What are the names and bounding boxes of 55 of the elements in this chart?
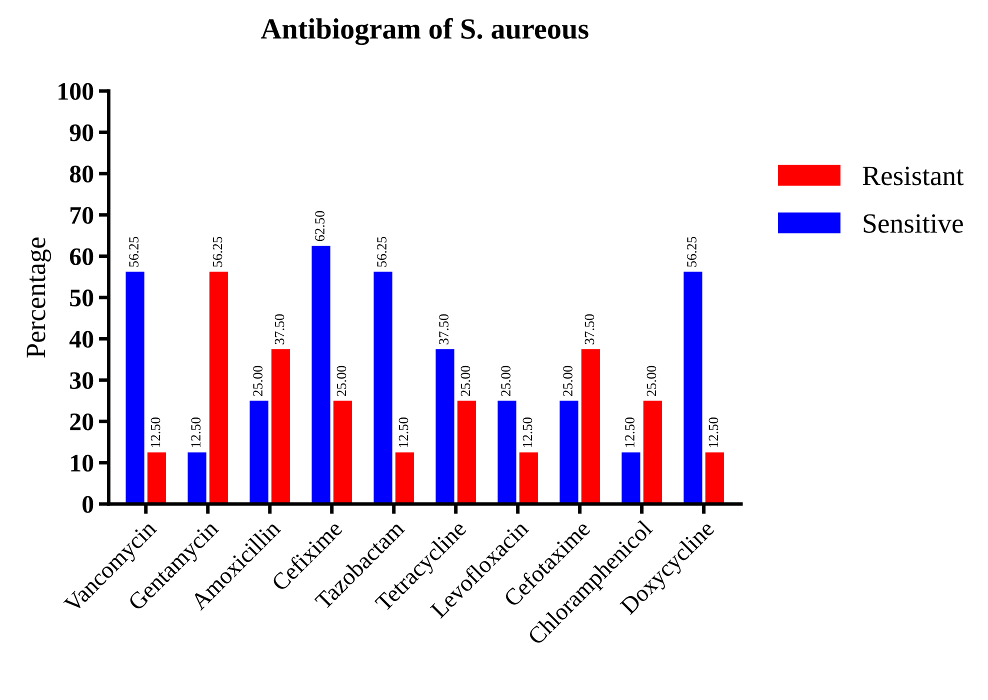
chart-title: Antibiogram of S. aureous	[260, 18, 588, 45]
data-label: 25.00	[253, 366, 263, 396]
data-label: 12.50	[398, 417, 408, 447]
bar	[209, 272, 228, 504]
data-label: 12.50	[708, 417, 718, 447]
bar	[374, 272, 392, 504]
y-tick-label: 90	[70, 124, 94, 142]
y-tick-label: 0	[82, 496, 94, 513]
y-tick-label: 40	[69, 330, 94, 348]
data-label: 56.25	[212, 236, 222, 267]
data-label: 12.50	[150, 417, 160, 447]
data-label: 56.25	[687, 236, 696, 267]
data-label: 56.25	[377, 236, 387, 267]
y-tick-label: 50	[70, 290, 94, 306]
legend-label: Resistant	[862, 166, 964, 186]
data-label: 12.50	[625, 417, 634, 447]
bar	[498, 400, 516, 504]
data-label: 37.50	[584, 314, 594, 344]
bar	[250, 400, 268, 504]
y-tick-label: 20	[70, 413, 94, 430]
y-tick-label: 30	[70, 372, 94, 390]
data-label: 12.50	[191, 417, 201, 447]
data-label: 25.00	[563, 366, 573, 396]
bar	[643, 400, 662, 504]
data-label: 56.25	[129, 236, 139, 267]
bar	[519, 452, 538, 504]
data-label: 62.50	[315, 210, 325, 242]
data-label: 12.50	[522, 417, 532, 447]
bar	[147, 452, 166, 504]
bar	[457, 400, 476, 504]
data-label: 37.50	[439, 314, 449, 344]
bar	[333, 400, 352, 504]
y-axis-title: Percentage	[26, 238, 52, 358]
y-tick-label: 80	[70, 166, 94, 183]
bar	[622, 452, 640, 504]
bar	[436, 349, 454, 504]
bar	[581, 349, 600, 504]
bar	[705, 452, 724, 504]
bar	[560, 400, 578, 504]
bar	[271, 349, 290, 504]
y-tick-label: 60	[70, 248, 94, 266]
y-tick-label: 10	[71, 454, 94, 472]
data-label: 25.00	[460, 366, 470, 396]
bar	[684, 272, 702, 504]
data-label: 37.50	[274, 314, 284, 344]
bar	[395, 452, 414, 504]
data-label: 25.00	[501, 366, 511, 396]
bar	[126, 272, 144, 504]
bar	[312, 246, 330, 504]
bar	[188, 452, 206, 504]
legend-label: Sensitive	[864, 214, 963, 233]
y-tick-label: 100	[58, 83, 94, 100]
data-label: 25.00	[336, 366, 346, 396]
y-tick-label: 70	[70, 206, 94, 224]
data-label: 25.00	[646, 366, 656, 396]
